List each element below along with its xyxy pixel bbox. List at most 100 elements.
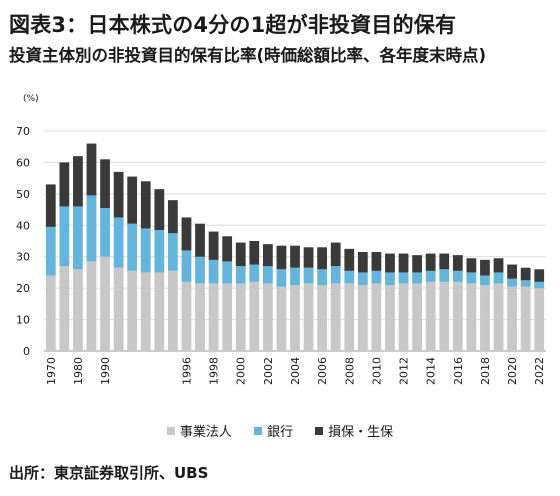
bar-segment-banks-2007 [330, 266, 341, 284]
bar-segment-banks-2010 [371, 270, 382, 284]
x-tick-label: 2008 [343, 357, 356, 385]
x-tick-label: 2016 [452, 357, 465, 385]
bar-segment-insurers-2013 [412, 255, 422, 273]
bar-segment-banks-1991 [113, 217, 124, 268]
legend-item-corporates: 事業法人 [166, 421, 232, 440]
bar-segment-insurers-2000 [235, 242, 246, 267]
bar-segment-insurers-2008 [344, 248, 355, 271]
bar-segment-banks-2005 [303, 267, 314, 284]
stacked-bar-chart: 0 10 20 30 40 50 60 70 1970 1980 1990 1996 1998 2000… [16, 94, 546, 385]
bar-segment-insurers-1994 [154, 189, 165, 230]
x-tick-label: 2022 [533, 357, 546, 385]
bar-segment-corporates-2022 [534, 288, 545, 351]
bar-segment-insurers-1980 [73, 156, 83, 207]
x-tick-label: 1996 [180, 357, 193, 385]
legend-label-banks: 銀行 [266, 425, 293, 440]
bar-segment-banks-2000 [235, 266, 246, 284]
chart-title: 図表3：日本株式の4分の1超が非投資目的保有 [9, 13, 457, 37]
bar-segment-banks-2004 [290, 267, 300, 285]
x-tick-label: 2000 [235, 357, 248, 385]
bar-segment-corporates-2019 [493, 283, 504, 351]
y-tick-label: 60 [16, 156, 30, 169]
bar-segment-corporates-2012 [398, 283, 409, 351]
bar-segment-corporates-1996 [181, 281, 192, 351]
bar-segment-insurers-1970 [45, 184, 56, 227]
y-unit-label: (%) [23, 94, 39, 104]
bar-segment-banks-1997 [195, 256, 205, 284]
bar-segment-insurers-2016 [452, 255, 463, 271]
bar-segment-banks-2020 [507, 278, 517, 287]
x-tick-label: 1998 [208, 357, 221, 385]
bar-segment-banks-2018 [480, 275, 490, 285]
legend-item-insurers: 損保・生保 [315, 421, 393, 440]
bar-segment-corporates-1985 [86, 261, 97, 351]
bar-segment-corporates-2009 [357, 285, 368, 351]
y-tick-label: 20 [16, 282, 30, 295]
x-tick-label: 2018 [479, 357, 492, 385]
bar-segment-insurers-2005 [303, 247, 314, 268]
x-tick-label: 1990 [99, 357, 112, 385]
bar-segment-insurers-2002 [262, 244, 273, 267]
y-tick-label: 10 [16, 314, 30, 327]
bar-segment-banks-2009 [357, 272, 368, 285]
x-tick-label: 2020 [506, 357, 519, 385]
bar-segment-corporates-2008 [344, 283, 355, 351]
bar-segment-corporates-2014 [425, 281, 436, 351]
x-tick-label: 1980 [72, 357, 85, 385]
bar-segment-corporates-2013 [412, 283, 422, 351]
bar-segment-banks-2003 [276, 269, 287, 287]
bar-segment-banks-1998 [208, 259, 219, 284]
bar-segment-corporates-1970 [45, 275, 56, 351]
bar-segment-corporates-1975 [59, 266, 70, 351]
bar-segment-insurers-2019 [493, 258, 504, 273]
bar-segment-banks-2016 [452, 270, 463, 282]
bar-segment-corporates-1998 [208, 283, 219, 351]
x-tick-label: 2012 [398, 357, 411, 385]
bar-segment-insurers-2017 [466, 258, 477, 273]
legend-label-insurers: 損保・生保 [328, 425, 394, 440]
bar-segment-banks-2019 [493, 272, 504, 284]
bar-segment-corporates-2002 [262, 283, 273, 351]
bar-segment-insurers-2003 [276, 245, 287, 270]
bar-segment-corporates-2020 [507, 286, 517, 351]
bar-segment-corporates-2016 [452, 281, 463, 351]
bar-segment-banks-2015 [439, 269, 450, 282]
bar-segment-insurers-2018 [480, 259, 490, 276]
bar-segment-corporates-2005 [303, 283, 314, 351]
bar-segment-banks-1995 [168, 233, 178, 271]
bar-segment-banks-1985 [86, 195, 97, 262]
bar-segment-corporates-2018 [480, 285, 490, 351]
bar-segment-corporates-2015 [439, 281, 450, 351]
x-tick-label: 2006 [316, 357, 329, 385]
bar-segment-banks-1993 [140, 228, 151, 273]
bar-segment-insurers-2021 [520, 267, 531, 281]
bar-segment-banks-1990 [100, 208, 110, 257]
bar-segment-banks-2008 [344, 270, 355, 284]
bar-segment-corporates-2007 [330, 283, 341, 351]
bar-segment-insurers-1999 [222, 236, 233, 262]
bar-segment-insurers-1985 [86, 143, 97, 196]
bar-segment-banks-1999 [222, 261, 233, 284]
y-tick-label: 50 [16, 188, 30, 201]
legend: 事業法人 銀行 損保・生保 [0, 421, 560, 440]
legend-swatch-corporates [166, 427, 175, 435]
bar-segment-insurers-1996 [181, 217, 192, 251]
legend-swatch-insurers [315, 427, 324, 435]
bar-segment-insurers-1993 [140, 181, 151, 229]
y-tick-label: 70 [16, 125, 30, 138]
bar-segment-corporates-1990 [100, 256, 110, 351]
bar-segment-corporates-1993 [140, 272, 151, 351]
bar-segment-banks-1975 [59, 206, 70, 267]
bar-segment-corporates-1999 [222, 283, 233, 351]
bar-segment-banks-2001 [249, 264, 260, 282]
bar-segment-corporates-1995 [168, 270, 178, 351]
bar-segment-banks-1992 [127, 223, 138, 271]
bar-segment-insurers-2011 [385, 253, 395, 273]
bar-segment-banks-2013 [412, 272, 422, 284]
bar-segment-insurers-2010 [371, 252, 382, 271]
bar-segment-insurers-2004 [290, 245, 300, 268]
y-tick-label: 0 [23, 345, 30, 358]
bar-segment-corporates-2010 [371, 283, 382, 351]
bar-segment-insurers-2015 [439, 253, 450, 270]
bar-segment-insurers-1997 [195, 223, 205, 257]
